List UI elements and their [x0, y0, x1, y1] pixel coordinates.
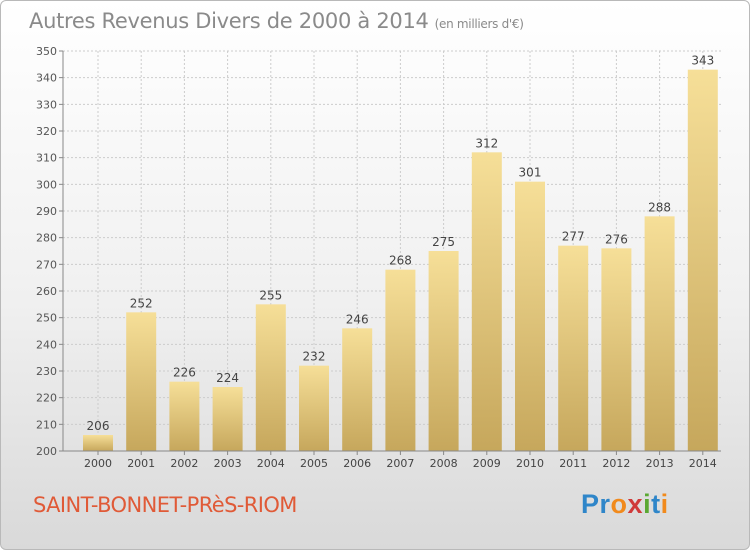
y-tick-label: 260	[36, 285, 57, 298]
logo-letter: t	[651, 489, 661, 519]
data-label-2014: 343	[691, 54, 714, 68]
x-tick-label-2004: 2004	[257, 457, 285, 470]
data-label-2001: 252	[130, 296, 153, 310]
y-tick-label: 200	[36, 445, 57, 458]
proxiti-logo: Proxiti	[581, 489, 669, 520]
logo-letter: i	[660, 489, 669, 519]
logo-letter: i	[643, 489, 652, 519]
bar-2004	[255, 304, 286, 451]
y-tick-label: 320	[36, 125, 57, 138]
x-tick-label-2012: 2012	[602, 457, 630, 470]
x-tick-label-2000: 2000	[84, 457, 112, 470]
x-tick-label-2010: 2010	[516, 457, 544, 470]
bar-2013	[644, 216, 675, 451]
y-tick-label: 210	[36, 418, 57, 431]
data-label-2000: 206	[87, 419, 110, 433]
x-tick-label-2013: 2013	[646, 457, 674, 470]
y-tick-label: 300	[36, 178, 57, 191]
data-label-2011: 277	[562, 230, 585, 244]
bar-2007	[385, 269, 416, 451]
bar-2009	[471, 152, 502, 452]
data-label-2012: 276	[605, 232, 628, 246]
bar-2012	[601, 248, 632, 451]
data-label-2013: 288	[648, 200, 671, 214]
x-tick-label-2007: 2007	[386, 457, 414, 470]
bar-2001	[126, 312, 157, 451]
bar-2005	[299, 365, 329, 451]
bar-2011	[558, 245, 589, 451]
data-label-2006: 246	[346, 312, 369, 326]
chart-unit: (en milliers d'€)	[434, 17, 524, 31]
chart-title-text: Autres Revenus Divers de 2000 à 2014	[29, 9, 429, 33]
logo-letter: o	[610, 489, 628, 519]
x-tick-label-2011: 2011	[559, 457, 587, 470]
bar-2002	[169, 381, 200, 451]
logo-letter: x	[627, 489, 644, 519]
y-tick-label: 350	[36, 45, 57, 58]
y-tick-label: 290	[36, 205, 57, 218]
logo-letter: P	[581, 489, 600, 519]
y-tick-label: 230	[36, 365, 57, 378]
x-tick-label-2003: 2003	[214, 457, 242, 470]
y-tick-label: 240	[36, 338, 57, 351]
data-label-2010: 301	[519, 166, 542, 180]
x-tick-label-2005: 2005	[300, 457, 328, 470]
x-tick-label-2009: 2009	[473, 457, 501, 470]
data-label-2007: 268	[389, 254, 412, 268]
y-tick-label: 330	[36, 98, 57, 111]
y-tick-label: 270	[36, 258, 57, 271]
data-label-2003: 224	[216, 371, 239, 385]
bar-2006	[342, 328, 373, 451]
chart-title: Autres Revenus Divers de 2000 à 2014 (en …	[29, 9, 524, 33]
x-tick-label-2001: 2001	[127, 457, 155, 470]
bar-2010	[515, 181, 545, 451]
x-tick-label-2002: 2002	[170, 457, 198, 470]
bar-2014	[687, 69, 718, 452]
y-tick-label: 340	[36, 72, 57, 85]
x-tick-label-2014: 2014	[689, 457, 717, 470]
bar-2000	[83, 435, 113, 451]
data-label-2008: 275	[432, 235, 455, 249]
y-tick-label: 310	[36, 152, 57, 165]
data-label-2005: 232	[303, 350, 326, 364]
data-label-2004: 255	[259, 288, 282, 302]
y-tick-label: 280	[36, 232, 57, 245]
commune-name: SAINT-BONNET-PRèS-RIOM	[33, 493, 297, 517]
bar-2008	[428, 251, 459, 451]
x-tick-label-2008: 2008	[430, 457, 458, 470]
logo-letter: r	[599, 489, 611, 519]
data-label-2009: 312	[475, 136, 498, 150]
data-label-2002: 226	[173, 366, 196, 380]
y-tick-label: 250	[36, 312, 57, 325]
x-tick-label-2006: 2006	[343, 457, 371, 470]
y-tick-label: 220	[36, 392, 57, 405]
bar-2003	[212, 387, 243, 451]
